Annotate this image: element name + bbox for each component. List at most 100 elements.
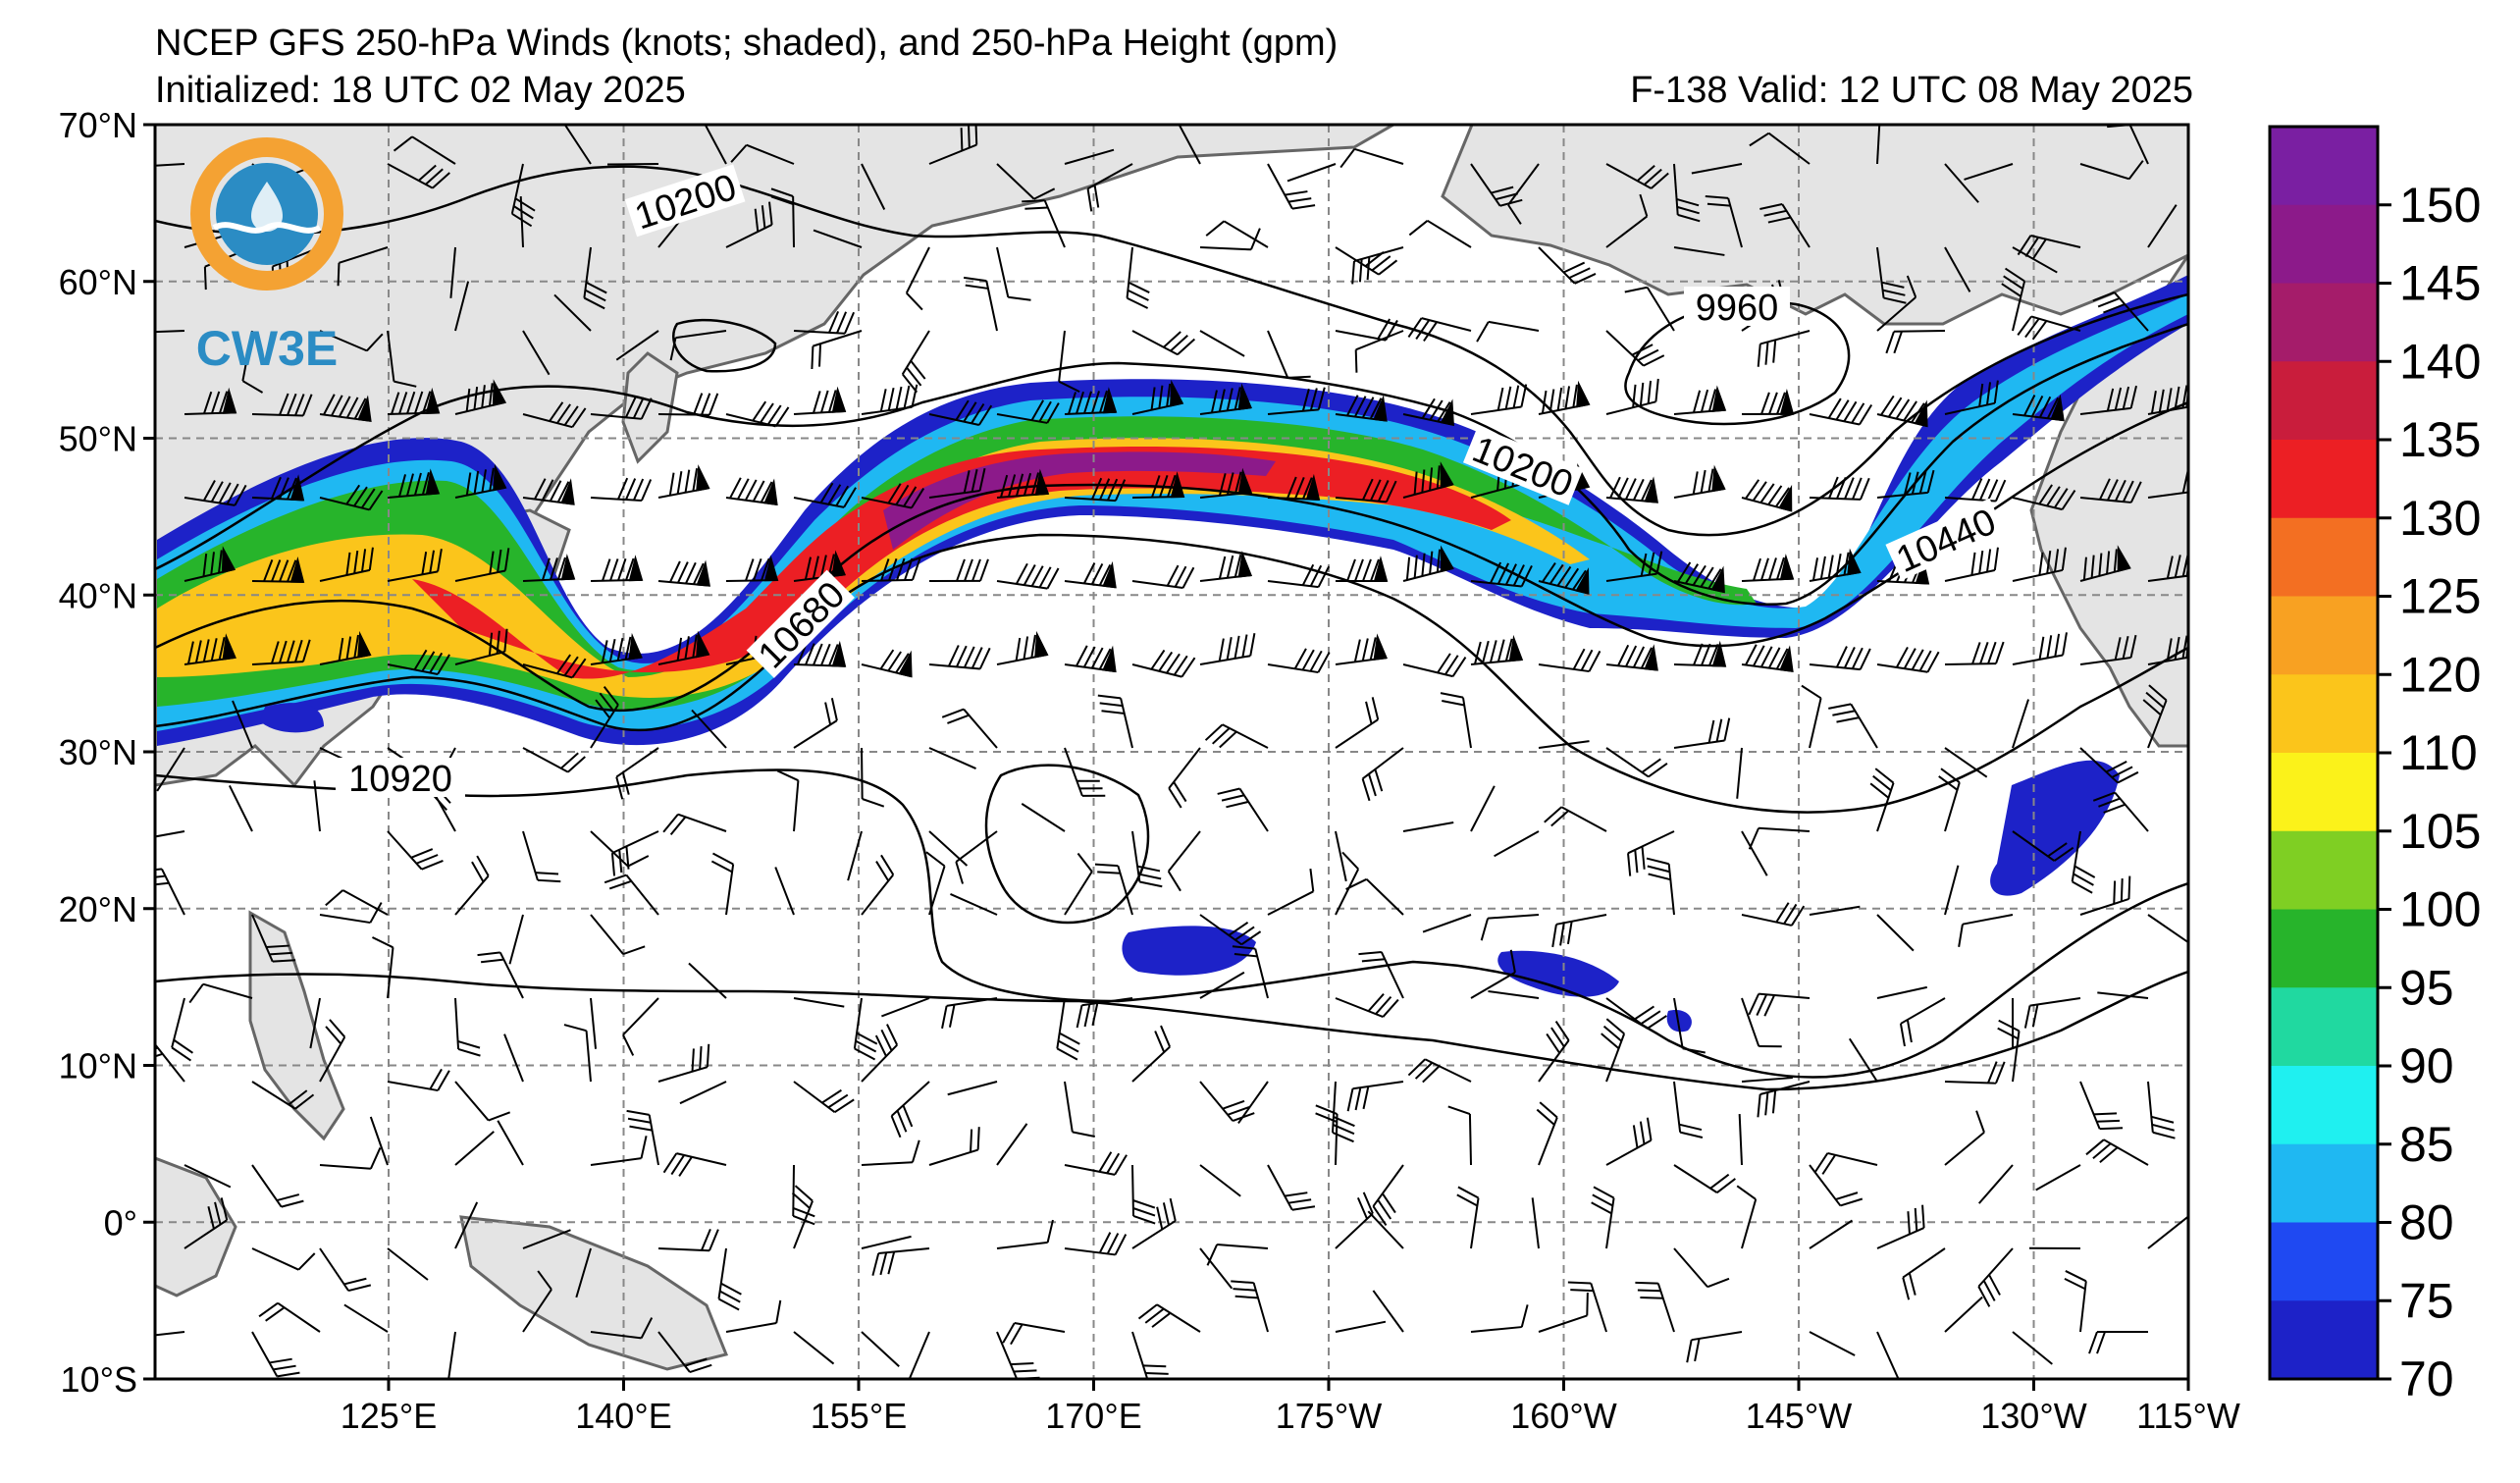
wind-barb	[510, 163, 536, 228]
wind-barb	[1673, 1247, 1730, 1289]
wind-barb	[1131, 379, 1184, 415]
wind-barb	[1267, 648, 1331, 674]
logo-drop-icon	[251, 182, 283, 232]
cw3e-logo: CW3E	[190, 137, 343, 376]
wind-barb	[861, 384, 919, 415]
wind-barb	[1605, 476, 1659, 503]
wind-barb	[1407, 317, 1472, 342]
wind-barb	[553, 293, 592, 332]
wind-barb	[691, 709, 727, 749]
wind-barb	[793, 310, 856, 335]
wind-barb	[2147, 550, 2188, 582]
wind-barb	[1869, 768, 1895, 832]
wind-barb	[793, 1331, 835, 1365]
wind-barb	[454, 548, 510, 582]
wind-barb	[2147, 1215, 2188, 1249]
wind-barb	[1538, 246, 1597, 285]
wind-barb	[1345, 877, 1404, 916]
wind-barb	[1199, 551, 1253, 582]
wind-barb	[1738, 1114, 1743, 1166]
wind-barb	[477, 951, 524, 999]
wind-barb	[1605, 330, 1665, 367]
wind-barb	[1267, 1164, 1316, 1211]
wind-barb	[1507, 163, 1540, 225]
wind-barb	[155, 1040, 185, 1083]
wind-barb	[679, 1081, 727, 1105]
wind-barb	[583, 246, 607, 310]
wind-barb	[171, 997, 194, 1062]
wind-barb	[1605, 1117, 1653, 1166]
wind-barb	[1741, 644, 1794, 672]
wind-barb	[793, 482, 857, 508]
wind-barb	[1627, 830, 1675, 876]
jet-band-85	[157, 294, 2188, 731]
wind-barb	[669, 330, 727, 361]
wind-barb	[626, 1109, 659, 1166]
wind-barb	[522, 401, 587, 429]
lat-tick-label: 50°N	[59, 419, 137, 459]
wind-barb	[928, 467, 986, 499]
wind-barb	[155, 830, 185, 842]
wind-barb	[1809, 1219, 1854, 1249]
wind-barb	[188, 982, 253, 1004]
colorbar-segment	[2270, 1300, 2378, 1380]
colorbar-label: 85	[2399, 1117, 2454, 1172]
wind-barb	[1977, 1247, 2014, 1307]
wind-barb	[793, 698, 838, 749]
wind-barb	[2017, 235, 2081, 259]
lat-tick-label: 0°	[104, 1202, 137, 1243]
wind-barb	[1809, 397, 1873, 426]
wind-barb	[1605, 997, 1667, 1030]
jet-band-70	[157, 275, 2188, 746]
wind-barb	[1605, 193, 1649, 248]
wind-barb	[925, 851, 946, 916]
wind-barb	[657, 393, 719, 416]
jet-band-110	[157, 438, 1590, 698]
wind-barb	[1358, 950, 1404, 999]
colorbar-label: 130	[2399, 491, 2481, 546]
colorbar-segment	[2270, 1066, 2378, 1145]
wind-barb	[1199, 330, 1245, 357]
wind-barb	[454, 463, 507, 499]
wind-barb	[2092, 291, 2149, 332]
wind-barb	[1538, 1021, 1570, 1083]
wind-barb	[861, 1024, 899, 1083]
wind-barb	[1673, 1081, 1704, 1139]
wind-barb	[1624, 286, 1675, 332]
wind-barb	[563, 1024, 592, 1083]
wind-barb	[2079, 747, 2139, 784]
wind-barb	[319, 630, 372, 665]
wind-barb	[1064, 560, 1117, 589]
wind-barb	[996, 1219, 1054, 1249]
wind-barb	[928, 747, 976, 769]
wind-barb	[881, 997, 930, 1018]
wind-barb	[1538, 380, 1591, 415]
wind-barb	[2079, 1081, 2124, 1131]
wind-barb	[508, 914, 524, 965]
wind-barb	[319, 547, 374, 582]
wind-barb	[1801, 684, 1822, 749]
wind-barb	[1938, 768, 1961, 832]
logo-ring	[190, 137, 343, 291]
wind-barb	[1206, 1244, 1269, 1266]
wind-barb	[251, 1164, 304, 1208]
wind-barb	[1646, 857, 1675, 916]
wind-barb	[861, 483, 925, 509]
wind-barb	[1809, 476, 1870, 501]
wind-barb	[1408, 219, 1472, 248]
colorbar-segment	[2270, 127, 2378, 206]
wind-barb	[1267, 163, 1316, 210]
wind-barb	[184, 387, 237, 415]
lat-tick-label: 10°S	[61, 1359, 137, 1400]
wind-barb	[454, 1081, 511, 1122]
wind-barb	[1605, 378, 1659, 415]
colorbar-segment	[2270, 987, 2378, 1067]
wind-barb	[1064, 747, 1106, 797]
wind-barb	[725, 477, 778, 506]
wind-barb	[590, 1136, 648, 1166]
wind-barb	[1064, 1081, 1095, 1138]
wind-barb	[2147, 1081, 2176, 1139]
wind-barb	[1407, 1058, 1472, 1084]
wind-barb	[1335, 395, 1388, 422]
wind-barb	[1286, 163, 1337, 183]
